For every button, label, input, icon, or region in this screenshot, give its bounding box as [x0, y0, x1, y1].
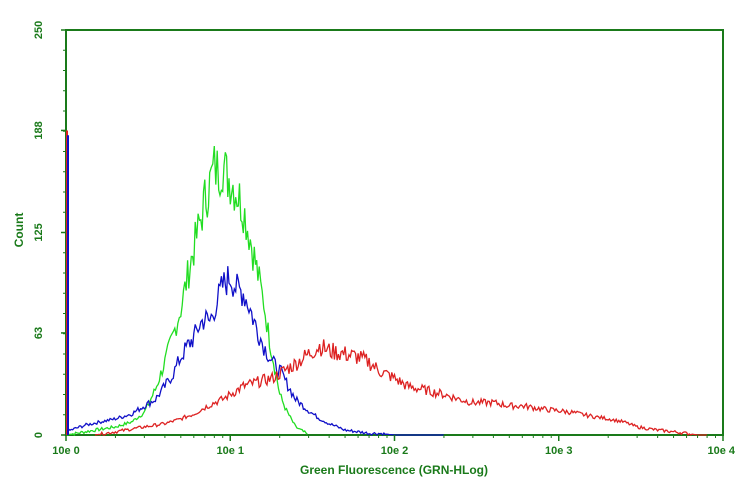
- y-axis-ticks: 0 63 125 188 250: [33, 21, 66, 438]
- x-tick-label: 10e 3: [545, 445, 573, 457]
- y-tick-label: 125: [33, 223, 45, 241]
- y-tick-label: 250: [33, 21, 45, 39]
- x-tick-label: 10e 1: [216, 445, 244, 457]
- x-tick-label: 10e 4: [707, 445, 735, 457]
- histogram-series-2: [65, 266, 444, 437]
- x-tick-label: 10e 0: [52, 445, 80, 457]
- y-tick-label: 0: [33, 432, 45, 438]
- plot-frame: [65, 29, 724, 436]
- x-axis-ticks: 10e 0 10e 1 10e 2 10e 3 10e 4: [52, 435, 736, 457]
- y-tick-label: 188: [33, 121, 45, 139]
- y-axis-title: Count: [12, 213, 26, 248]
- y-tick-label: 63: [33, 327, 45, 339]
- histogram-series-3: [94, 339, 708, 437]
- series-layer: [65, 130, 708, 437]
- x-axis-title: Green Fluorescence (GRN-HLog): [300, 463, 488, 477]
- histogram-series-1: [65, 145, 308, 437]
- x-tick-label: 10e 2: [381, 445, 409, 457]
